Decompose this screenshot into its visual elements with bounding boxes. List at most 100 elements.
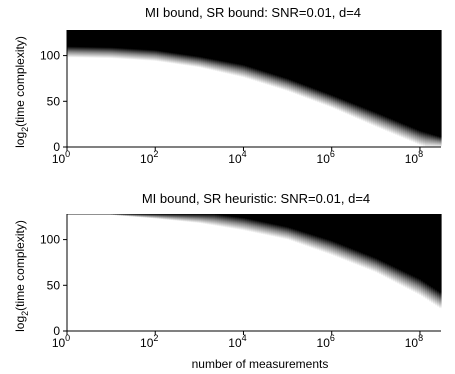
- panel-bottom-heatmap-column: [387, 214, 390, 331]
- panel-top-heatmap-column: [373, 30, 376, 147]
- panel-top-x-tick-label: 100: [52, 149, 70, 166]
- panel-bottom-heatmap-column: [91, 214, 94, 331]
- panel-top-heatmap-column: [247, 30, 250, 147]
- panel-top-heatmap-column: [155, 30, 158, 147]
- panel-bottom-heatmap-column: [149, 214, 152, 331]
- panel-top-heatmap-column: [187, 30, 190, 147]
- panel-top-x-tick-label: 108: [405, 149, 423, 166]
- panel-top-heatmap-column: [73, 30, 76, 147]
- panel-top-heatmap-column: [271, 30, 274, 147]
- panel-bottom-x-tick-label: 100: [52, 333, 70, 350]
- panel-top-heatmap-column: [147, 30, 150, 147]
- panel-bottom-heatmap-column: [351, 214, 354, 331]
- panel-bottom-heatmap-column: [303, 214, 306, 331]
- panel-top-heatmap-column: [311, 30, 314, 147]
- panel-bottom-heatmap-column: [169, 214, 172, 331]
- panel-bottom-heatmap-column: [195, 214, 198, 331]
- panel-top-heatmap-column: [177, 30, 180, 147]
- panel-bottom-heatmap-column: [131, 214, 134, 331]
- panel-top-heatmap-column: [375, 30, 378, 147]
- panel-top-heatmap-column: [339, 30, 342, 147]
- panel-bottom-heatmap-column: [283, 214, 286, 331]
- panel-top-y-axis: 0 50 100: [40, 30, 68, 154]
- panel-top: MI bound, SR bound: SNR=0.01, d=4 050100…: [13, 5, 442, 166]
- panel-bottom-heatmap-column: [277, 214, 280, 331]
- panel-bottom-heatmap-column: [209, 214, 212, 331]
- panel-top-heatmap-column: [135, 30, 138, 147]
- panel-bottom-heatmap-column: [109, 214, 112, 331]
- panel-bottom-heatmap-column: [177, 214, 180, 331]
- panel-bottom-heatmap-column: [329, 214, 332, 331]
- panel-top-heatmap-column: [91, 30, 94, 147]
- panel-bottom-heatmap-column: [287, 214, 290, 331]
- panel-top-heatmap-column: [127, 30, 130, 147]
- panel-bottom-heatmap-column: [127, 214, 130, 331]
- panel-top-heatmap-column: [293, 30, 296, 147]
- panel-bottom-heatmap-column: [215, 214, 218, 331]
- panel-top-heatmap-column: [267, 30, 270, 147]
- panel-top-heatmap-column: [145, 30, 148, 147]
- panel-top-heatmap-column: [385, 30, 388, 147]
- panel-bottom-x-tick-exponent: 8: [418, 333, 423, 343]
- panel-top-heatmap-column: [207, 30, 210, 147]
- panel-bottom-heatmap-column: [69, 214, 72, 331]
- panel-bottom-heatmap-column: [197, 214, 200, 331]
- panel-top-heatmap-column: [431, 30, 434, 147]
- panel-top-heatmap-column: [81, 30, 84, 147]
- panel-top-heatmap-column: [173, 30, 176, 147]
- panel-bottom-heatmap-columns: [67, 214, 442, 331]
- panel-bottom-heatmap-column: [243, 214, 246, 331]
- panel-bottom-heatmap-column: [395, 214, 398, 331]
- panel-top-heatmap-column: [87, 30, 90, 147]
- panel-top-heatmap-column: [233, 30, 236, 147]
- panel-top-heatmap-column: [421, 30, 424, 147]
- panel-top-heatmap-column: [359, 30, 362, 147]
- panel-bottom-heatmap-column: [237, 214, 240, 331]
- panel-bottom-heatmap-column: [165, 214, 168, 331]
- panel-top-heatmap-column: [437, 30, 440, 147]
- panel-bottom-heatmap-column: [247, 214, 250, 331]
- panel-bottom-heatmap-column: [427, 214, 430, 331]
- panel-top-heatmap-column: [433, 30, 436, 147]
- panel-bottom-heatmap-column: [317, 214, 320, 331]
- panel-bottom-heatmap-column: [327, 214, 330, 331]
- panel-bottom-heatmap-column: [111, 214, 114, 331]
- panel-top-heatmap-column: [259, 30, 262, 147]
- panel-top-heatmap-column: [249, 30, 252, 147]
- panel-bottom-ylabel-rest: (time complexity): [13, 220, 27, 311]
- panel-bottom-heatmap-column: [179, 214, 182, 331]
- panel-bottom-heatmap-column: [333, 214, 336, 331]
- panel-top-heatmap-column: [423, 30, 426, 147]
- panel-top-heatmap-column: [295, 30, 298, 147]
- panel-top-heatmap-column: [83, 30, 86, 147]
- panel-top-heatmap-column: [199, 30, 202, 147]
- panel-top-heatmap-column: [427, 30, 430, 147]
- panel-bottom-heatmap-column: [103, 214, 106, 331]
- panel-bottom-x-tick-base: 10: [52, 336, 66, 350]
- panel-top-heatmap-column: [119, 30, 122, 147]
- panel-top-heatmap-column: [197, 30, 200, 147]
- panel-top-heatmap-column: [333, 30, 336, 147]
- panel-top-heatmap-column: [217, 30, 220, 147]
- panel-bottom-heatmap-column: [323, 214, 326, 331]
- panel-bottom-heatmap-column: [291, 214, 294, 331]
- panel-bottom-heatmap-column: [281, 214, 284, 331]
- panel-bottom-heatmap-column: [233, 214, 236, 331]
- panel-bottom-heatmap-column: [117, 214, 120, 331]
- panel-bottom-heatmap-column: [89, 214, 92, 331]
- panel-bottom-heatmap-column: [437, 214, 440, 331]
- panel-bottom-heatmap-column: [429, 214, 432, 331]
- panel-bottom-heatmap-column: [367, 214, 370, 331]
- panel-top-x-tick-exponent: 0: [65, 149, 70, 159]
- panel-bottom-heatmap-column: [285, 214, 288, 331]
- panel-bottom-heatmap-column: [381, 214, 384, 331]
- panel-top-heatmap-column: [123, 30, 126, 147]
- panel-top-heatmap-column: [149, 30, 152, 147]
- panel-bottom-x-tick-exponent: 2: [153, 333, 158, 343]
- panel-bottom-heatmap-column: [77, 214, 80, 331]
- panel-bottom-heatmap-column: [383, 214, 386, 331]
- panel-bottom-y-axis: 0 50 100: [40, 214, 68, 338]
- panel-bottom-heatmap-column: [375, 214, 378, 331]
- panel-top-heatmap-column: [101, 30, 104, 147]
- panel-bottom-heatmap-column: [373, 214, 376, 331]
